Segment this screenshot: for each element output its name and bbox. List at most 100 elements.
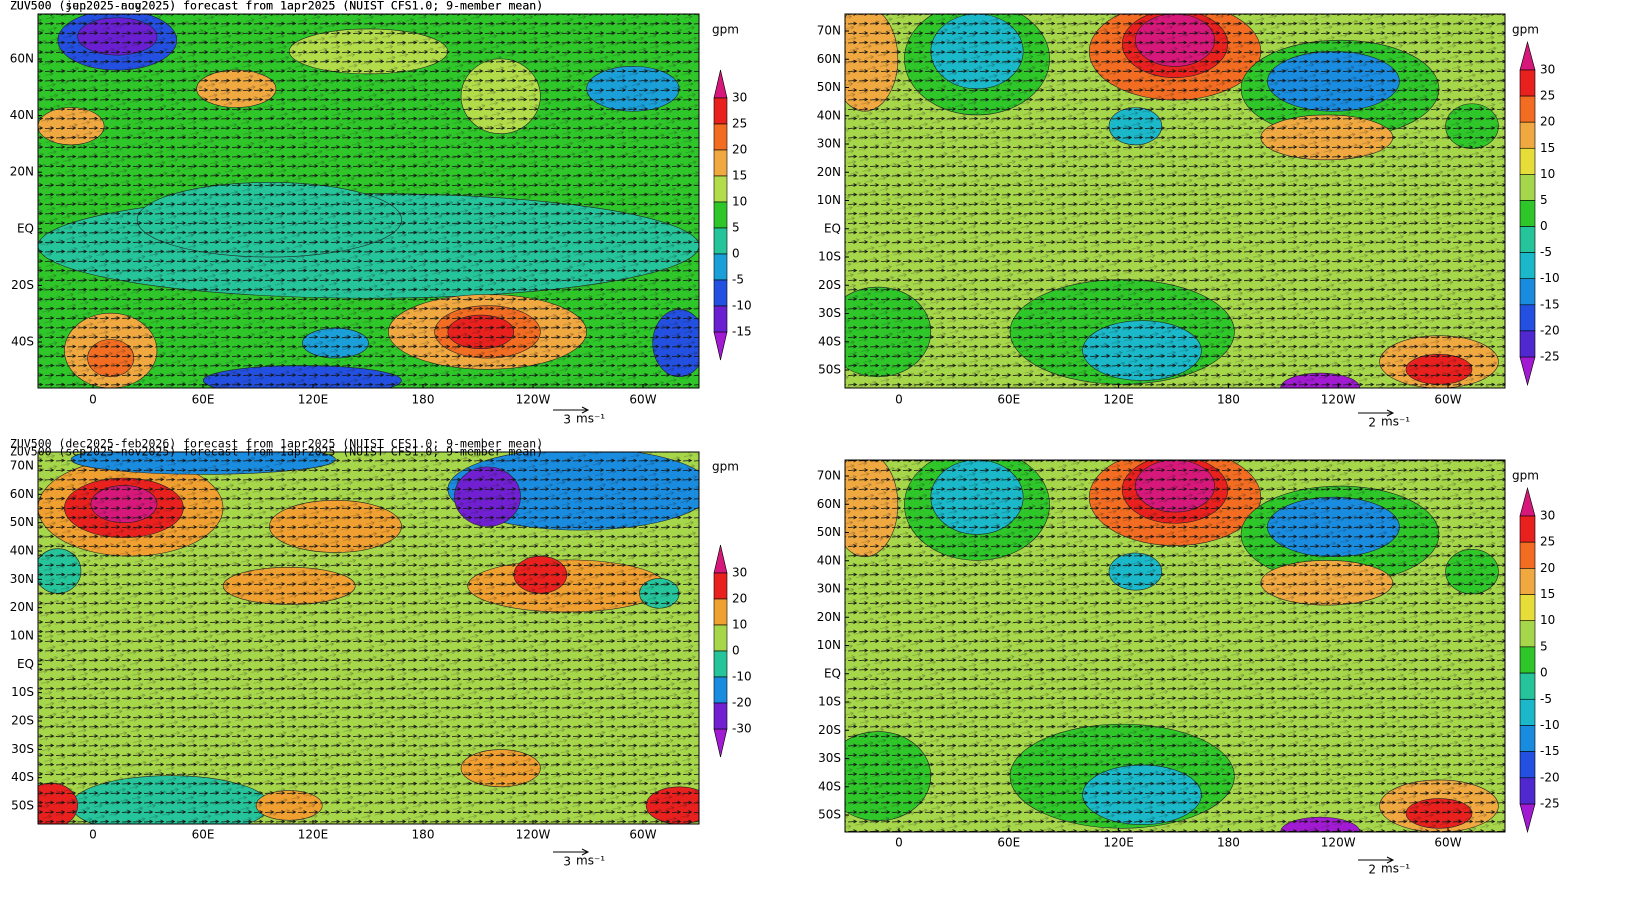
scale-arrow bbox=[1358, 409, 1395, 417]
colorbar-box bbox=[1519, 330, 1536, 358]
lat-label: 30S bbox=[818, 751, 841, 765]
wind-vectors bbox=[845, 460, 1505, 832]
colorbar-cap bbox=[1519, 40, 1536, 71]
lon-label: 120W bbox=[1321, 836, 1356, 850]
map-field bbox=[845, 460, 1505, 832]
lat-label: 20S bbox=[11, 714, 34, 728]
colorbar-label: 15 bbox=[1540, 141, 1555, 155]
colorbar-box bbox=[713, 572, 728, 600]
lat-label: EQ bbox=[17, 657, 34, 671]
wind-vectors bbox=[845, 14, 1505, 388]
colorbar-cap bbox=[713, 69, 728, 99]
colorbar-box bbox=[1519, 777, 1536, 805]
colorbar-label: -5 bbox=[1540, 692, 1552, 706]
colorbar-box bbox=[1519, 278, 1536, 306]
panel-title: ZUV500 (jun2025-aug2025) forecast from 1… bbox=[10, 0, 543, 13]
map-frame bbox=[37, 13, 700, 389]
colorbar-box bbox=[1519, 594, 1536, 622]
colorbar-box bbox=[713, 201, 728, 229]
colorbar-label: -30 bbox=[732, 722, 752, 736]
lat-label: 40N bbox=[10, 544, 34, 558]
lon-label: 60W bbox=[629, 828, 656, 842]
lat-label: 60N bbox=[10, 52, 34, 66]
lat-label: 30N bbox=[817, 137, 841, 151]
colorbar-label: -25 bbox=[1540, 350, 1560, 364]
lat-label: 20N bbox=[10, 600, 34, 614]
colorbar-label: 15 bbox=[1540, 587, 1555, 601]
lat-label: EQ bbox=[17, 221, 34, 235]
lat-label: 20N bbox=[10, 165, 34, 179]
lon-label: 120E bbox=[1103, 836, 1134, 850]
lat-label: 70N bbox=[10, 459, 34, 473]
colorbar-box bbox=[1519, 147, 1536, 175]
colorbar-box bbox=[1519, 698, 1536, 726]
colorbar-label: 25 bbox=[1540, 535, 1555, 549]
colorbar-box bbox=[713, 305, 728, 333]
lon-label: 180 bbox=[1217, 393, 1240, 407]
colorbar-label: -5 bbox=[1540, 245, 1552, 259]
lat-label: 70N bbox=[817, 469, 841, 483]
map-panel: ZUV500 (dec2025-feb2026) forecast from 1… bbox=[10, 437, 752, 869]
colorbar-label: 20 bbox=[1540, 561, 1555, 575]
lon-label: 60E bbox=[997, 836, 1020, 850]
scale-unit: ms⁻¹ bbox=[576, 412, 605, 426]
map-field bbox=[38, 14, 699, 388]
colorbar-box bbox=[713, 624, 728, 652]
lon-label: 0 bbox=[895, 836, 903, 850]
lat-label: 50N bbox=[817, 525, 841, 539]
lat-label: 50S bbox=[818, 363, 841, 377]
scale-value: 2 bbox=[1368, 863, 1376, 877]
colorbar-label: 30 bbox=[732, 566, 747, 580]
lat-label: 30S bbox=[11, 742, 34, 756]
lat-label: EQ bbox=[824, 666, 841, 680]
panel-title: ZUV500 (sep2025-nov2025) forecast from 1… bbox=[10, 445, 543, 459]
colorbar-box bbox=[1519, 69, 1536, 97]
lon-label: 60E bbox=[997, 393, 1020, 407]
lon-label: 120E bbox=[1103, 393, 1134, 407]
map-frame bbox=[37, 451, 700, 825]
colorbar-cap bbox=[713, 331, 728, 361]
lat-label: 30N bbox=[817, 582, 841, 596]
colorbar-box bbox=[713, 702, 728, 730]
colorbar-label: -10 bbox=[732, 299, 752, 313]
lat-label: EQ bbox=[824, 221, 841, 235]
colorbar-label: 30 bbox=[732, 91, 747, 105]
colorbar-box bbox=[1519, 304, 1536, 332]
map-panel: ZUV500 (sep2025-nov2025) forecast from 1… bbox=[10, 445, 1560, 877]
colorbar-label: -15 bbox=[732, 325, 752, 339]
colorbar-label: -10 bbox=[1540, 718, 1560, 732]
colorbar-box bbox=[1519, 672, 1536, 700]
colorbar-box bbox=[713, 279, 728, 307]
lon-label: 120W bbox=[516, 828, 551, 842]
colorbar-box bbox=[1519, 515, 1536, 543]
map-panel: ZUV500 (jun2025-aug2025) forecast from 1… bbox=[10, 0, 752, 427]
colorbar-box bbox=[713, 175, 728, 203]
scale-arrow bbox=[1358, 856, 1395, 864]
map-field bbox=[38, 452, 699, 824]
map-panel: ZUV500 (sep2025-nov2025) forecast from 1… bbox=[10, 0, 1560, 430]
lat-label: 40N bbox=[817, 553, 841, 567]
wind-vectors bbox=[38, 452, 699, 824]
colorbar-label: 10 bbox=[1540, 167, 1555, 181]
lon-label: 120W bbox=[516, 393, 551, 407]
colorbar-box bbox=[1519, 541, 1536, 569]
unit-label: gpm bbox=[1512, 23, 1539, 37]
colorbar-label: 5 bbox=[1540, 193, 1548, 207]
colorbar-label: -20 bbox=[1540, 323, 1560, 337]
colorbar-label: -5 bbox=[732, 273, 744, 287]
lon-label: 0 bbox=[895, 393, 903, 407]
colorbar-box bbox=[1519, 95, 1536, 123]
unit-label: gpm bbox=[712, 460, 739, 474]
lat-label: 10S bbox=[818, 250, 841, 264]
colorbar-label: 20 bbox=[1540, 115, 1555, 129]
lon-label: 180 bbox=[412, 393, 435, 407]
colorbar-box bbox=[713, 227, 728, 255]
lon-label: 120W bbox=[1321, 393, 1356, 407]
colorbar-box bbox=[713, 123, 728, 151]
map-field bbox=[845, 14, 1505, 388]
colorbar-label: -25 bbox=[1540, 797, 1560, 811]
panel-title: ZUV500 (dec2025-feb2026) forecast from 1… bbox=[10, 437, 543, 451]
lat-label: 40N bbox=[10, 108, 34, 122]
lat-label: 60N bbox=[10, 487, 34, 501]
lat-label: 40N bbox=[817, 108, 841, 122]
